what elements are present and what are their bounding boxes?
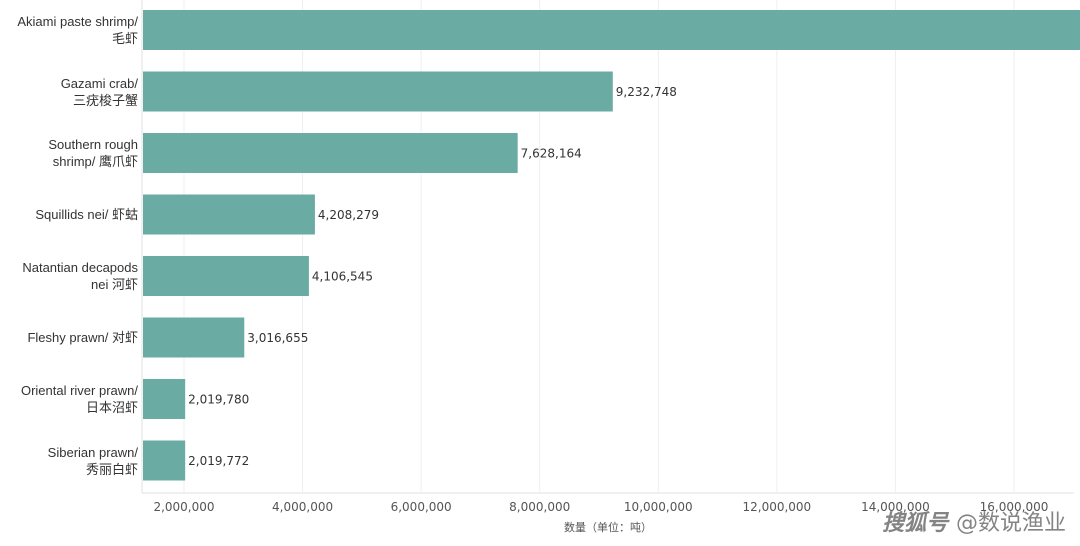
category-label: Squillids nei/ 虾蛄 (35, 207, 138, 222)
x-tick-label: 4,000,000 (272, 500, 333, 514)
bar (143, 133, 518, 173)
x-tick-label: 2,000,000 (153, 500, 214, 514)
value-labels-group: 17,325,0639,232,7487,628,1644,208,2794,1… (188, 85, 677, 468)
bar-value-label: 9,232,748 (616, 85, 677, 99)
bar-value-label: 3,016,655 (247, 331, 308, 345)
bar (143, 440, 186, 481)
watermark-brand: 搜狐号 (882, 511, 949, 536)
category-label: Siberian prawn/ 秀丽白虾 (47, 444, 138, 477)
bar (143, 194, 315, 235)
category-label: Akiami paste shrimp/ 毛虾 (17, 14, 138, 46)
bar (143, 256, 309, 296)
bar-value-label: 4,208,279 (318, 208, 379, 222)
x-axis-label: 数量（单位：吨） (564, 520, 652, 534)
x-tick-labels-group: 2,000,000 4,000,000 6,000,000 8,000,000 10,0… (153, 500, 1049, 514)
bar-value-label: 4,106,545 (312, 270, 373, 284)
bar (143, 10, 1080, 50)
category-label: Southern rough shrimp/ 鹰爪虾 (48, 137, 138, 169)
bar-value-label: 2,019,772 (188, 454, 249, 468)
watermark-account: @数说渔业 (955, 511, 1066, 536)
category-label: Oriental river prawn/ 日本沼虾 (20, 383, 138, 415)
category-label: Natantian decapods nei 河虾 (22, 260, 138, 292)
category-label: Fleshy prawn/ 对虾 (27, 330, 138, 345)
x-tick-label: 8,000,000 (509, 500, 570, 514)
bars-group (143, 10, 1080, 481)
bar-value-label: 7,628,164 (521, 147, 582, 161)
bar (143, 317, 245, 358)
x-tick-label: 6,000,000 (391, 500, 452, 514)
x-tick-label: 12,000,000 (742, 500, 811, 514)
bar (143, 71, 613, 112)
x-tick-label: 16,000,000 (980, 500, 1049, 514)
watermark: 搜狐号 @数说渔业 (882, 505, 1066, 537)
x-tick-label: 14,000,000 (861, 500, 930, 514)
bar-value-label: 2,019,780 (188, 393, 249, 407)
category-label: Gazami crab/ 三疣梭子蟹 (60, 75, 138, 108)
bar (143, 379, 186, 419)
x-tick-label: 10,000,000 (624, 500, 693, 514)
